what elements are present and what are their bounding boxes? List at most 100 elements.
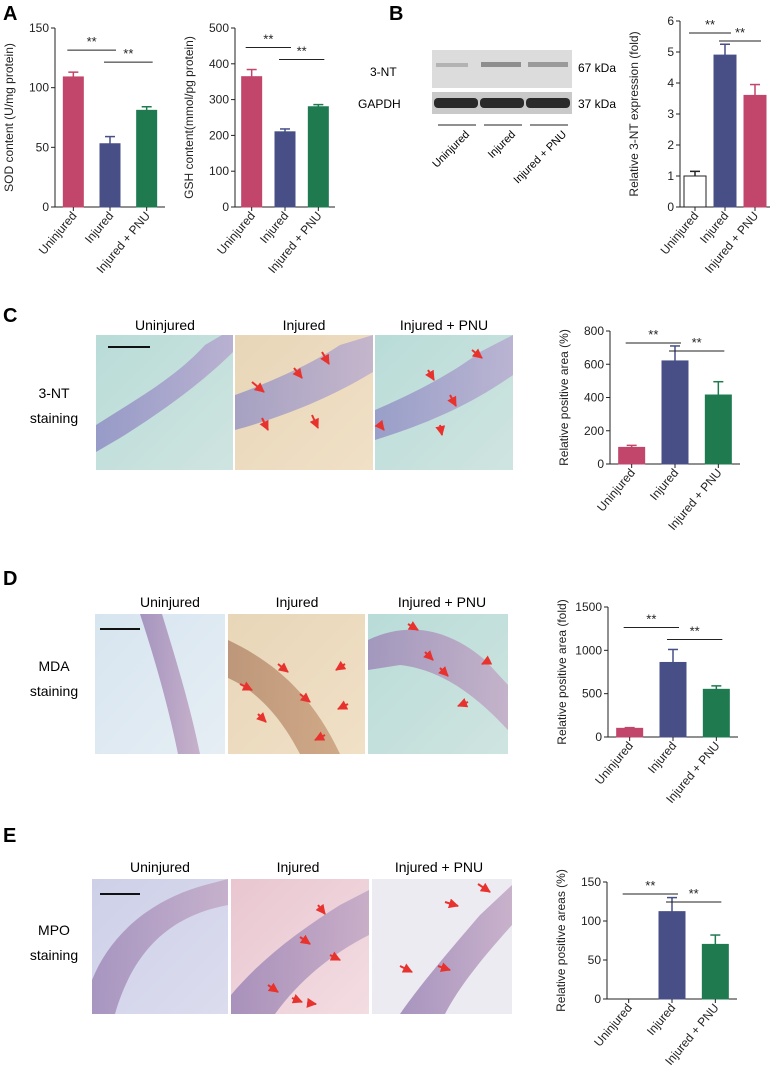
significance-label: ** bbox=[87, 34, 97, 49]
marker-arrow bbox=[259, 417, 269, 431]
row-label-line2: staining bbox=[30, 410, 78, 426]
vessel-wall bbox=[140, 614, 200, 754]
vessel-wall bbox=[235, 335, 373, 430]
y-tick-label: 1 bbox=[667, 169, 674, 183]
blot-gapdh-band bbox=[480, 98, 524, 108]
blot-size-67: 67 kDa bbox=[578, 61, 616, 75]
category-label: Injured bbox=[644, 1001, 678, 1038]
marker-arrow bbox=[437, 962, 451, 972]
category-label: Uninjured bbox=[591, 1001, 635, 1049]
y-tick-label: 600 bbox=[584, 357, 604, 371]
marker-arrow bbox=[314, 731, 326, 741]
marker-arrow bbox=[306, 997, 317, 1008]
image-header: Injured + PNU bbox=[398, 594, 486, 610]
blot-3nt-band bbox=[436, 63, 468, 67]
blot-lane-label: Injured + PNU bbox=[512, 129, 570, 187]
y-tick-label: 0 bbox=[42, 200, 49, 214]
category-label: Uninjured bbox=[214, 209, 258, 257]
marker-arrow bbox=[299, 692, 311, 703]
bar bbox=[274, 131, 296, 208]
y-tick-label: 300 bbox=[209, 93, 229, 107]
marker-arrow bbox=[423, 650, 434, 661]
marker-arrow bbox=[277, 662, 289, 673]
nt-area-bar-chart: 0 200 400 600 800 Relative positive area (%) U… bbox=[557, 324, 740, 533]
bar bbox=[701, 943, 729, 1000]
y-tick-label: 400 bbox=[209, 57, 229, 71]
bar bbox=[704, 394, 732, 465]
marker-arrow bbox=[267, 982, 279, 993]
y-tick-label: 1000 bbox=[575, 643, 602, 657]
y-tick-label: 200 bbox=[209, 128, 229, 142]
row-label-line1: MDA bbox=[38, 658, 70, 674]
y-axis-label: SOD content (U/mg protein) bbox=[2, 43, 16, 192]
category-label: Injured bbox=[82, 209, 116, 246]
bar bbox=[661, 360, 689, 465]
marker-arrow bbox=[335, 660, 347, 671]
y-axis-label: GSH content(mmol/pg protein) bbox=[182, 36, 196, 199]
image-header: Uninjured bbox=[140, 594, 200, 610]
gsh-bar-chart: 0 100 200 300 400 500 GSH content(mmol/pg prot… bbox=[182, 21, 335, 276]
nt-expression-bar-chart: 0 1 2 3 4 5 6 Relative 3-NT expression (fold) Un… bbox=[627, 14, 770, 276]
y-tick-label: 0 bbox=[597, 457, 604, 471]
marker-arrow bbox=[256, 712, 267, 723]
y-tick-label: 800 bbox=[584, 324, 604, 338]
panel-letter-e: E bbox=[3, 825, 16, 847]
image-header: Injured + PNU bbox=[395, 859, 483, 875]
vessel-wall bbox=[375, 335, 513, 440]
marker-arrow bbox=[292, 367, 303, 379]
row-label-line1: 3-NT bbox=[38, 385, 70, 401]
marker-arrow bbox=[481, 655, 493, 665]
y-axis-label: Relative positive area (fold) bbox=[555, 599, 569, 744]
y-tick-label: 150 bbox=[29, 21, 49, 35]
y-tick-label: 5 bbox=[667, 45, 674, 59]
marker-arrow bbox=[407, 621, 419, 631]
y-tick-label: 2 bbox=[667, 138, 674, 152]
bar bbox=[702, 688, 730, 738]
panel-letter-a: A bbox=[3, 3, 17, 25]
blot-gapdh-band bbox=[526, 98, 570, 108]
y-tick-label: 4 bbox=[667, 76, 674, 90]
category-label: Uninjured bbox=[658, 209, 702, 257]
category-label: Injured + PNU bbox=[702, 209, 761, 276]
blot-lane-label: Injured bbox=[486, 129, 518, 161]
y-tick-label: 100 bbox=[581, 914, 601, 928]
bar bbox=[683, 175, 707, 208]
panel-letter-d: D bbox=[3, 568, 17, 590]
significance-label: ** bbox=[690, 623, 700, 638]
category-label: Uninjured bbox=[594, 466, 638, 514]
blot-3nt-band bbox=[528, 62, 568, 67]
y-tick-label: 0 bbox=[595, 730, 602, 744]
marker-arrow bbox=[477, 882, 491, 893]
significance-label: ** bbox=[735, 25, 745, 40]
vessel-wall bbox=[96, 335, 233, 452]
image-header: Injured + PNU bbox=[400, 317, 488, 333]
y-tick-label: 3 bbox=[667, 107, 674, 121]
bar bbox=[659, 661, 687, 738]
marker-arrow bbox=[329, 951, 341, 961]
y-tick-label: 6 bbox=[667, 14, 674, 28]
significance-label: ** bbox=[705, 17, 715, 32]
marker-arrow bbox=[299, 934, 311, 945]
marker-arrow bbox=[435, 424, 446, 436]
vessel-wall bbox=[228, 640, 340, 754]
marker-arrow bbox=[374, 419, 385, 431]
y-axis-label: Relative positive areas (%) bbox=[554, 869, 568, 1012]
y-tick-label: 0 bbox=[222, 200, 229, 214]
y-tick-label: 0 bbox=[667, 200, 674, 214]
blot-label-3nt: 3-NT bbox=[370, 65, 397, 79]
marker-arrow bbox=[291, 994, 303, 1004]
blot-3nt-band bbox=[481, 62, 521, 67]
y-tick-label: 200 bbox=[584, 424, 604, 438]
panel-e-images: MPO staining Uninjured Injured Injured +… bbox=[30, 859, 512, 1014]
panel-c-images: 3-NT staining Uninjured Injured Injured … bbox=[30, 317, 513, 470]
panel-letter-c: C bbox=[3, 305, 17, 327]
significance-label: ** bbox=[646, 611, 656, 626]
marker-arrow bbox=[457, 698, 469, 708]
image-header: Injured bbox=[277, 859, 320, 875]
y-tick-label: 1500 bbox=[575, 600, 602, 614]
marker-arrow bbox=[471, 348, 483, 359]
significance-label: ** bbox=[297, 44, 307, 59]
category-label: Injured bbox=[645, 739, 679, 776]
bar bbox=[658, 911, 686, 1000]
marker-arrow bbox=[444, 898, 459, 909]
